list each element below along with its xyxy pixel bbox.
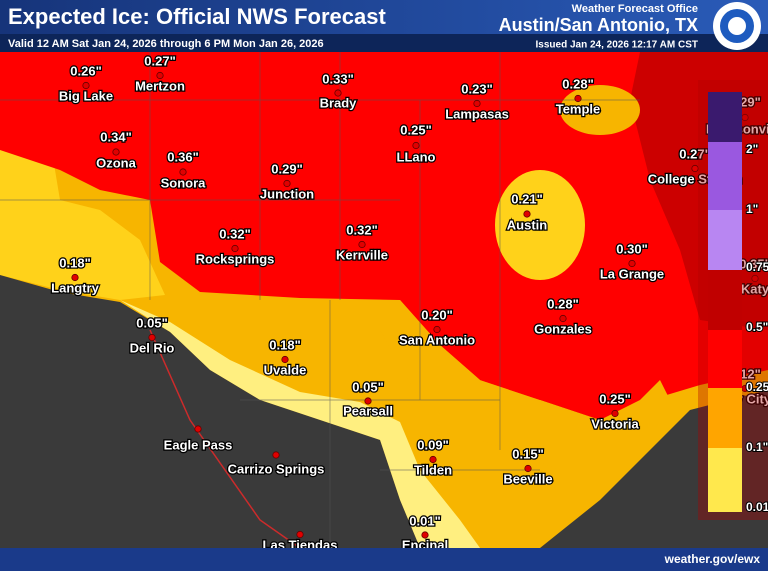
city-dot bbox=[358, 240, 366, 249]
city-name: Brady bbox=[320, 95, 358, 110]
city-dot bbox=[628, 259, 636, 268]
title: Expected Ice: Official NWS Forecast bbox=[8, 4, 386, 29]
city-name: Temple bbox=[556, 101, 601, 116]
ice-amount: 0.18" bbox=[269, 337, 300, 352]
ice-amount: 0.09" bbox=[417, 437, 448, 452]
ice-amount: 0.27" bbox=[679, 146, 710, 161]
city-name: Pearsall bbox=[343, 403, 393, 418]
city-name: Gonzales bbox=[534, 321, 592, 336]
ice-amount: 0.27" bbox=[144, 53, 175, 68]
ice-amount: 0.29" bbox=[271, 161, 302, 176]
city-dot bbox=[272, 451, 280, 459]
city-name: Austin bbox=[507, 217, 548, 232]
city-dot bbox=[523, 210, 531, 218]
ice-amount: 0.35" bbox=[739, 256, 768, 271]
ice-amount: 0.28" bbox=[547, 296, 578, 311]
city-name: Beeville bbox=[503, 471, 552, 486]
legend-label: 0.1" bbox=[746, 440, 768, 454]
city-dot bbox=[421, 531, 429, 539]
header-bar bbox=[0, 0, 768, 34]
city-dot bbox=[194, 425, 202, 433]
city-name: Tilden bbox=[414, 462, 452, 477]
city-name: Katy bbox=[741, 281, 768, 296]
legend-label: 2" bbox=[746, 142, 758, 156]
city-dot bbox=[148, 333, 156, 342]
city-dot bbox=[364, 397, 372, 405]
city-dot bbox=[751, 274, 759, 283]
city-dot bbox=[412, 141, 420, 150]
city-name: Del Rio bbox=[130, 340, 175, 355]
valid-period: Valid 12 AM Sat Jan 24, 2026 through 6 P… bbox=[8, 38, 324, 50]
city-dot bbox=[71, 273, 79, 282]
ice-amount: 0.25" bbox=[599, 391, 630, 406]
ice-amount: 0.32" bbox=[219, 226, 250, 241]
ice-amount: 0.20" bbox=[421, 307, 452, 322]
header-subbar bbox=[0, 34, 768, 52]
city-name: Junction bbox=[260, 186, 314, 201]
city-dot bbox=[112, 148, 120, 156]
ice-amount: 0.23" bbox=[461, 81, 492, 96]
city-name: Rocksprings bbox=[196, 251, 275, 266]
ice-amount: 0.28" bbox=[562, 76, 593, 91]
ice-amount: 0.26" bbox=[70, 63, 101, 78]
ice-amount: 0.05" bbox=[136, 315, 167, 330]
city-dot bbox=[574, 94, 582, 103]
ice-amount: 0.32" bbox=[346, 222, 377, 237]
legend-label: 1" bbox=[746, 202, 758, 216]
ice-amount: 0.18" bbox=[59, 255, 90, 270]
office: Weather Forecast Office bbox=[572, 3, 698, 15]
footer: weather.gov/ewx bbox=[664, 552, 761, 566]
city-dot bbox=[82, 81, 90, 90]
city-dot bbox=[691, 164, 699, 173]
ice-amount: 0.01" bbox=[409, 513, 440, 528]
city-dot bbox=[156, 71, 164, 80]
legend-label: 0.5" bbox=[746, 320, 768, 334]
ice-amount: 0.30" bbox=[616, 241, 647, 256]
legend: 2" 1" 0.75" 0.5" 0.25" 0.1" 0.01" bbox=[698, 80, 768, 520]
city-dot bbox=[179, 168, 187, 176]
ice-amount: 0.36" bbox=[167, 149, 198, 164]
city-name: Uvalde bbox=[264, 362, 307, 377]
city-name: Ozona bbox=[96, 155, 136, 170]
city-dot bbox=[524, 464, 532, 473]
city-name: Big Lake bbox=[59, 88, 113, 103]
ice-amount: 0.21" bbox=[511, 191, 542, 206]
city-name: Kerrville bbox=[336, 247, 388, 262]
city-name: San Antonio bbox=[399, 332, 475, 347]
city-name: La Grange bbox=[600, 266, 664, 281]
nws-logo bbox=[713, 2, 761, 50]
city-dot bbox=[283, 179, 291, 188]
city-dot bbox=[433, 325, 441, 334]
footer-bar bbox=[0, 548, 768, 571]
city-dot bbox=[429, 455, 437, 464]
city-name: Victoria bbox=[591, 416, 639, 431]
city-name: Eagle Pass bbox=[164, 437, 233, 452]
city-dot bbox=[559, 314, 567, 323]
ice-amount: 0.05" bbox=[352, 379, 383, 394]
issued: Issued Jan 24, 2026 12:17 AM CST bbox=[536, 40, 699, 51]
city-dot bbox=[334, 89, 342, 97]
ice-amount: 0.15" bbox=[512, 446, 543, 461]
legend-label: 0.25" bbox=[746, 380, 768, 394]
city-name: Sonora bbox=[161, 175, 207, 190]
legend-label: 0.75" bbox=[746, 260, 768, 274]
map-base bbox=[0, 52, 768, 549]
city-name: Lampasas bbox=[445, 106, 509, 121]
ice-amount: 0.25" bbox=[400, 122, 431, 137]
city-dot bbox=[473, 99, 481, 108]
ice-amount: 0.34" bbox=[100, 129, 131, 144]
city-dot bbox=[296, 530, 304, 539]
city-dot bbox=[611, 409, 619, 418]
city-dot bbox=[231, 244, 239, 253]
city-name: Mertzon bbox=[135, 78, 185, 93]
legend-labels: 2" 1" 0.75" 0.5" 0.25" 0.1" 0.01" bbox=[745, 141, 768, 515]
city-dot bbox=[281, 355, 289, 364]
city-name: Langtry bbox=[51, 280, 99, 295]
city-name: Carrizo Springs bbox=[228, 461, 325, 476]
city-name: LLano bbox=[397, 149, 436, 164]
legend-label: 0.01" bbox=[746, 500, 768, 514]
ice-amount: 0.33" bbox=[322, 71, 353, 86]
location: Austin/San Antonio, TX bbox=[499, 15, 698, 35]
